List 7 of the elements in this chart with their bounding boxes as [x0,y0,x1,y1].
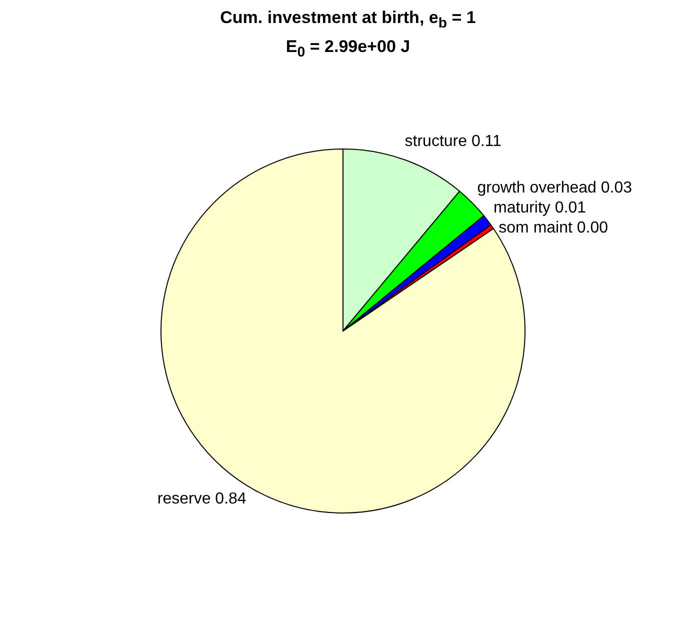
slice-label: structure 0.11 [404,133,502,150]
slice-label: som maint 0.00 [498,219,608,236]
slice-label: growth overhead 0.03 [477,179,632,196]
chart-title: Cum. investment at birth, e$_{b}$ = 1 [219,8,477,32]
slice-label: reserve 0.84 [157,490,246,508]
chart-subtitle: E$_{0}$ = 2.99e+00 J [284,37,412,61]
slice-label: maturity 0.01 [494,199,586,216]
